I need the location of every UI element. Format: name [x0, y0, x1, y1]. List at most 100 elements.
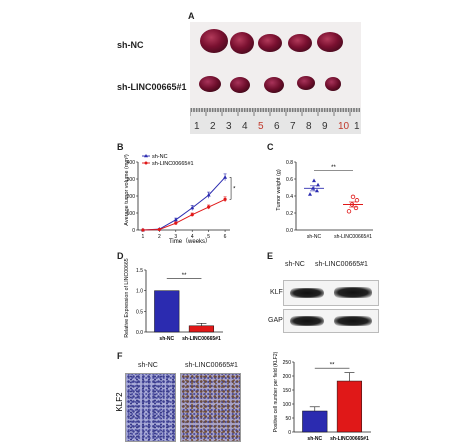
chart-b-point — [223, 175, 228, 179]
chart-b-ytick-label: 0 — [132, 228, 135, 234]
tumors-kd — [199, 76, 341, 93]
chart-f-bar — [336, 380, 363, 433]
chart-c-axes: 0.0 0.2 0.4 0.6 0.8 sh-NC sh-LINC00665#1 — [286, 160, 373, 240]
panel-letter-a: A — [188, 11, 195, 21]
chart-b-point — [190, 205, 195, 210]
photo-label-nc: sh-NC — [117, 40, 144, 50]
tumor-nc-2 — [230, 32, 254, 54]
panel-letter-f: F — [117, 351, 123, 361]
ruler-number: 4 — [242, 121, 248, 132]
blot-klf2 — [283, 280, 379, 306]
tumor-kd-1 — [199, 76, 221, 92]
chart-b-point — [190, 213, 194, 217]
chart-b-xtick-label: 5 — [207, 234, 210, 240]
tumor-kd-2 — [230, 77, 250, 93]
chart-b-point — [223, 197, 227, 201]
chart-c-ytick-label: 0.4 — [286, 194, 293, 200]
chart-b-xtick-label: 2 — [158, 234, 161, 240]
chart-f: Positive cell number per field (KLF2) 0 5… — [273, 351, 371, 442]
blot-gapdh — [283, 309, 379, 333]
ruler-number: 3 — [226, 121, 232, 132]
chart-c-ytick-label: 0.6 — [286, 177, 293, 183]
blot-col-kd: sh-LINC00665#1 — [315, 261, 368, 268]
chart-b-legend-label: sh-LINC00665#1 — [152, 161, 194, 167]
chart-b-xtick-label: 4 — [191, 234, 194, 240]
chart-b-xtick-label: 3 — [174, 234, 177, 240]
chart-c-point — [353, 205, 359, 211]
chart-f-ytick-label: 100 — [283, 402, 292, 408]
chart-d-significance: ** — [166, 273, 202, 279]
chart-d-xtick-label: sh-LINC00665#1 — [182, 336, 221, 342]
blot-col-nc: sh-NC — [285, 261, 305, 268]
chart-c-point — [312, 178, 316, 183]
panel-letter-b: B — [117, 142, 124, 152]
chart-d-sig-star: ** — [182, 273, 187, 279]
chart-d-bar — [154, 290, 180, 333]
chart-b-point — [141, 228, 145, 232]
chart-f-ytick-label: 150 — [283, 388, 292, 394]
chart-c-xtick-label: sh-LINC00665#1 — [334, 234, 372, 240]
panel-letter-d: D — [117, 251, 124, 261]
chart-c-ylabel: Tumor weight (g) — [276, 169, 282, 211]
chart-b-ytick-label: 300 — [127, 177, 136, 183]
chart-c-xtick-label: sh-NC — [307, 234, 322, 240]
ruler — [190, 108, 361, 134]
ruler-number: 1 — [194, 121, 200, 132]
chart-c-ytick-label: 0.2 — [286, 211, 293, 217]
panel-letter-c: C — [267, 142, 274, 152]
ruler-number: 10 — [338, 121, 350, 132]
tumors-nc — [200, 29, 343, 54]
chart-b-significance: * — [229, 176, 236, 200]
blot-row-klf2: KLF2 — [270, 289, 287, 296]
band-klf2-kd — [334, 287, 372, 298]
chart-b-ylabel: Average tumor volume (mm³) — [124, 154, 130, 226]
chart-d-bar — [188, 325, 215, 333]
chart-b-ytick-label: 100 — [127, 211, 136, 217]
chart-b-axes: 0 100 200 300 400 1 2 3 4 5 6 — [127, 160, 230, 240]
chart-d-ytick-label: 0.5 — [136, 309, 143, 315]
chart-b-ytick-label: 400 — [127, 160, 136, 166]
chart-f-ytick-label: 0 — [288, 430, 291, 436]
photo-label-kd: sh-LINC00665#1 — [117, 82, 187, 92]
ruler-number: 8 — [306, 121, 312, 132]
tumor-nc-5 — [317, 32, 343, 52]
panel-letter-e: E — [267, 251, 274, 261]
chart-b-point — [174, 221, 178, 225]
chart-c-point — [316, 182, 320, 187]
chart-b-line-0 — [142, 176, 226, 231]
chart-c-sig-star: ** — [331, 165, 336, 171]
chart-c: Tumor weight (g) 0.0 0.2 0.4 0.6 0.8 sh-NC sh-… — [276, 160, 373, 240]
chart-f-ytick-label: 200 — [283, 374, 292, 380]
chart-b-xtick-label: 6 — [224, 234, 227, 240]
chart-f-ylabel: Positive cell number per field (KLF2) — [273, 351, 279, 432]
chart-d-xtick-label: sh-NC — [159, 336, 174, 342]
chart-d-ylabel: Relative Expression of LINC00665 — [124, 258, 130, 337]
ruler-ticks — [190, 108, 360, 116]
chart-d-ytick-label: 1.0 — [136, 289, 143, 295]
ihc-row-text: KLF2 — [115, 392, 124, 412]
chart-b-legend-label: sh-NC — [152, 154, 168, 160]
chart-b-sig-star: * — [233, 186, 236, 192]
ihc-col-kd: sh-LINC00665#1 — [185, 362, 238, 369]
ruler-number: 6 — [274, 121, 280, 132]
ihc-image-nc — [125, 373, 176, 442]
chart-b-xlabel: Time（weeks） — [169, 238, 211, 245]
tumor-nc-3 — [258, 34, 282, 52]
chart-d: Relative Expression of LINC00665 0.0 0.5 1… — [124, 258, 223, 342]
chart-f-ytick-label: 50 — [285, 416, 291, 422]
tumor-kd-5 — [325, 77, 341, 91]
ihc-row-label: KLF2 — [111, 387, 125, 417]
chart-b-point — [207, 205, 211, 209]
chart-d-ytick-label: 0.0 — [136, 330, 143, 336]
chart-f-significance: ** — [314, 363, 350, 369]
chart-b-ytick-label: 200 — [127, 194, 136, 200]
chart-b: Average tumor volume (mm³) 0 100 200 300 400… — [124, 154, 236, 245]
chart-c-point — [315, 188, 319, 193]
tumor-nc-4 — [288, 34, 312, 52]
chart-f-xtick-label: sh-LINC00665#1 — [330, 436, 369, 442]
blot-row-gapdh: GAPDH — [268, 317, 293, 324]
chart-f-ytick-label: 250 — [283, 360, 292, 366]
ruler-number: 9 — [322, 121, 328, 132]
chart-f-bar — [302, 410, 328, 433]
